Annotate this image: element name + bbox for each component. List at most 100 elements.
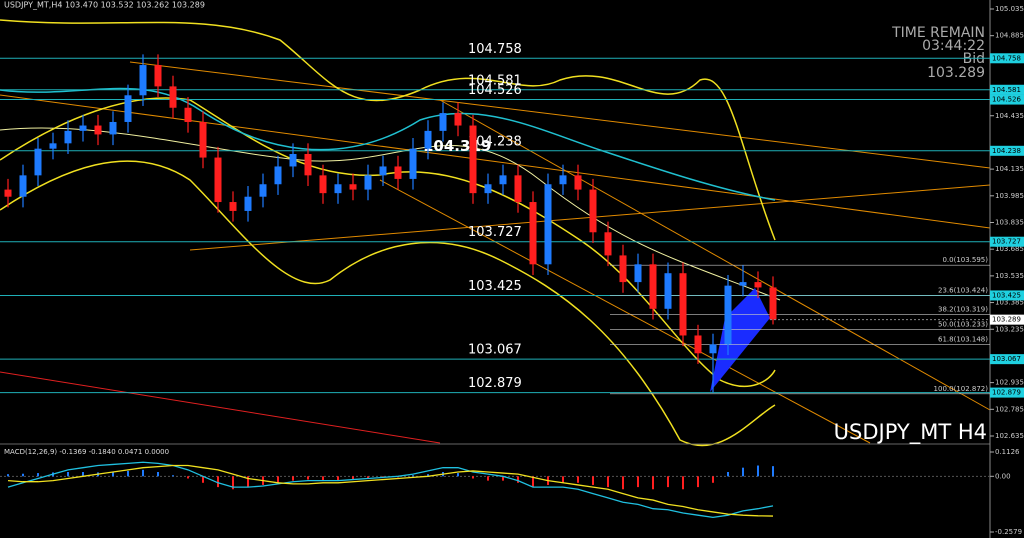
level-label: 103.067 [468,343,522,358]
y-tick-label: 103.685 [995,245,1024,253]
channel-line [379,179,871,444]
pattern-triangle [710,288,770,392]
fib-label: 100.0(102.872) [934,385,989,393]
y-tick-label: 103.385 [995,299,1024,307]
candle-body [64,130,72,144]
timer: 03:44:22 [922,38,985,54]
y-tick-label: 103.985 [995,192,1024,200]
level-label: 104.758 [468,42,522,57]
candle-body [424,130,432,149]
candle-body [724,285,732,345]
level-tag [990,94,1024,105]
level-tag-label: 104.526 [992,96,1021,104]
y-tick-label: 104.885 [995,32,1024,40]
candle-body [124,95,132,122]
candle-body [139,65,147,96]
pivot-label: 104.319 [423,137,491,155]
y-tick-label: 0.00 [995,472,1011,480]
channel-line [439,99,991,411]
bid-label: Bid [963,51,985,67]
level-tag [990,354,1024,365]
symbol-header: USDJPY_MT,H4 103.470 103.532 103.262 103… [4,1,205,10]
candle-body [439,113,447,131]
candle-body [199,121,207,158]
candle-body [514,175,522,203]
candle-body [694,335,702,354]
candle-body [169,86,177,108]
candle-body [244,196,252,211]
candle-body [469,125,477,194]
level-tag [990,236,1024,247]
y-tick-label: 105.035 [995,5,1024,13]
y-tick-label: 102.935 [995,379,1024,387]
fib-label: 61.8(103.148) [938,336,988,344]
timer-block: TIME REMAIN 03:44:22 Bid 103.289 [891,25,985,81]
level-label: 104.581 [468,73,522,88]
candle-body [229,202,237,211]
level-tag-label: 103.425 [992,291,1021,299]
candle-body [499,175,507,185]
candle-body [634,264,642,283]
y-tick-label: 103.835 [995,219,1024,227]
level-tag-label: 104.238 [992,147,1021,155]
y-tick-label: 104.435 [995,112,1024,120]
candle-body [589,189,597,233]
candle-body [349,184,357,190]
fib-label: 38.2(103.319) [938,305,988,313]
candle-body [34,148,42,176]
candle-body [649,264,657,309]
candle-body [559,175,567,185]
level-tag-label: 104.581 [992,86,1021,94]
candle-body [4,189,12,197]
current-price-label: 103.289 [992,316,1021,324]
candle-body [454,113,462,126]
fib-label: 0.0(103.595) [942,256,988,264]
level-tag [990,53,1024,64]
candle-body [574,175,582,190]
timer-title: TIME REMAIN [891,25,985,41]
fib-label: 50.0(103.233) [938,321,988,329]
level-label: 104.238 [468,134,522,149]
y-tick-label: 104.135 [995,165,1024,173]
macd-title: MACD(12,26,9) -0.1369 -0.1840 0.0471 0.0… [4,448,169,456]
indicators [0,19,991,447]
level-tag-label: 104.758 [992,54,1021,62]
level-tag [990,84,1024,95]
candle-body [379,166,387,176]
fib-label: 23.6(103.424) [938,287,988,295]
bollinger-mid [0,97,776,388]
candle-body [334,184,342,194]
level-tag-label: 103.727 [992,238,1021,246]
trend-line [0,371,441,444]
level-tag-label: 103.067 [992,355,1021,363]
level-label: 103.425 [468,279,522,294]
y-tick-label: 0.1126 [995,448,1020,456]
candle-body [664,273,672,309]
candle-body [289,154,297,167]
candle-body [184,107,192,122]
candle-body [529,202,537,265]
level-tag [990,290,1024,301]
level-label: 103.727 [468,225,522,240]
candle-body [304,154,312,176]
channel-line [0,94,991,229]
candle-body [319,175,327,194]
candle-body [394,166,402,179]
candle-body [754,282,762,288]
candle-body [274,166,282,185]
candle-body [709,344,717,354]
candle-body [619,255,627,283]
candle-body [484,184,492,194]
symbol-watermark: USDJPY_MT H4 [834,420,987,445]
candle-body [79,125,87,131]
candle-body [49,143,57,149]
candle-body [544,184,552,265]
candle-body [679,273,687,336]
candle-body [739,282,747,286]
candle-body [19,175,27,197]
level-tag-label: 102.879 [992,389,1021,397]
level-tag [990,387,1024,398]
y-tick-label: 102.635 [995,432,1024,440]
